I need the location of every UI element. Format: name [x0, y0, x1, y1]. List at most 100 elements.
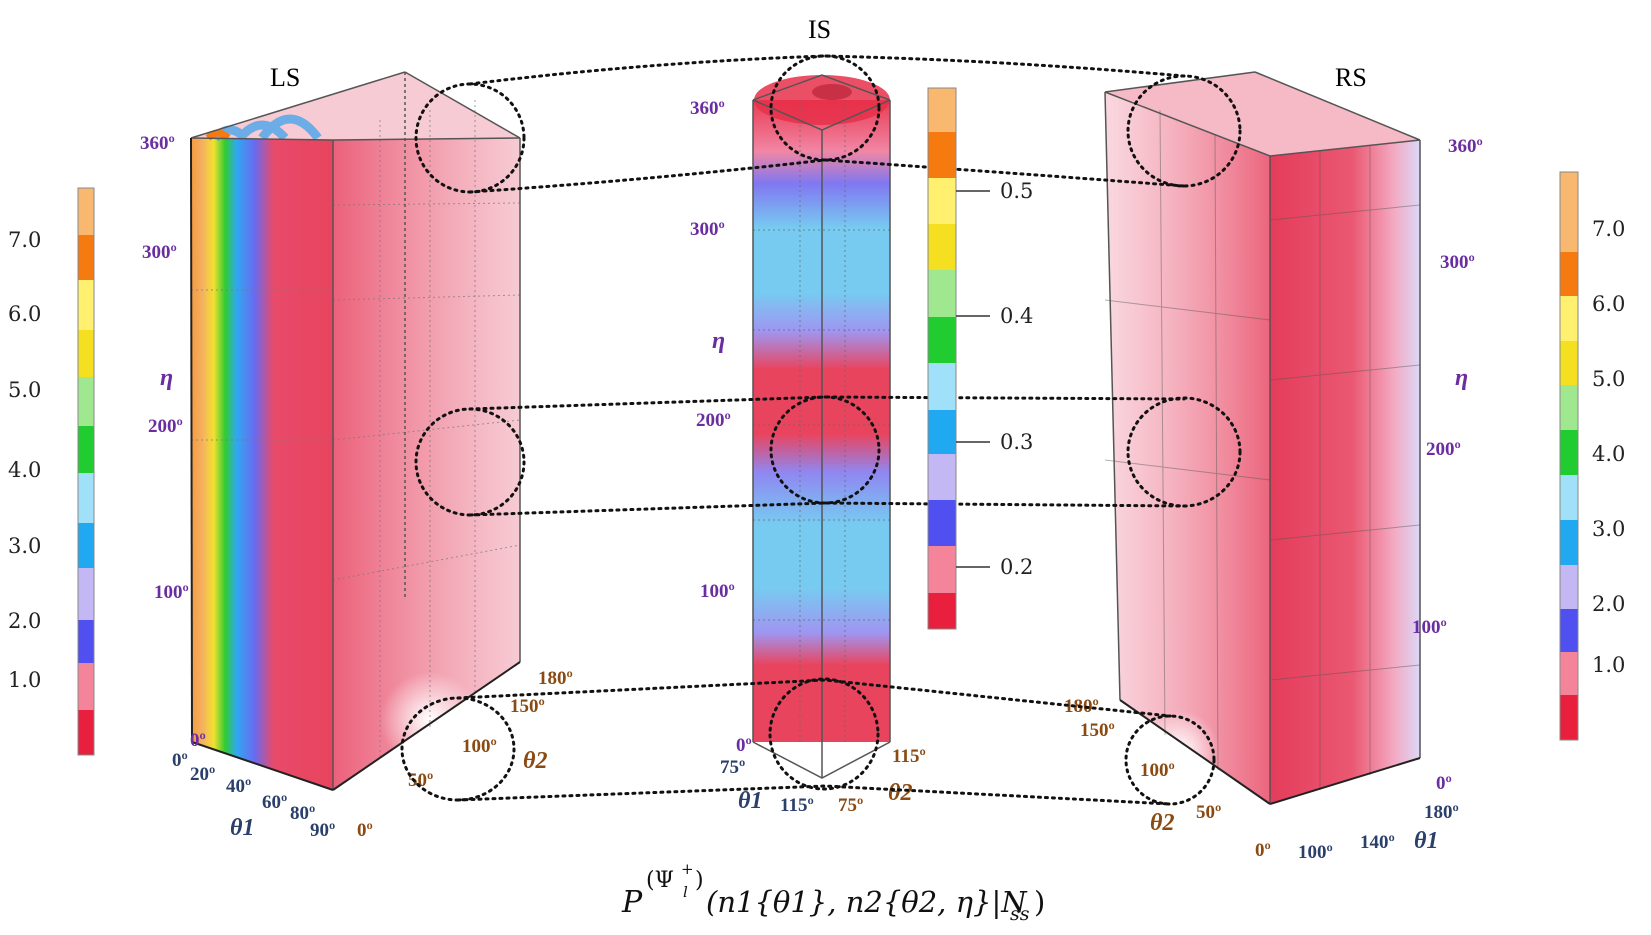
colorbar-middle-band-8: [928, 224, 956, 270]
colorbar-right-band-0: [1560, 695, 1578, 740]
rs-hole-bottom: [1140, 710, 1220, 794]
ls-theta1-tick-90: 90º: [310, 820, 335, 841]
colorbar-right-band-7: [1560, 385, 1578, 430]
ls-axis-ticks: [190, 137, 521, 791]
formula-sup-plus: +: [681, 860, 694, 878]
connector-top-upper: [468, 54, 1186, 86]
colorbar-right-band-6: [1560, 430, 1578, 475]
ls-theta1-tick-20: 20º: [190, 764, 215, 785]
colorbar-right-band-1: [1560, 652, 1578, 695]
connector-bottom-lower: [456, 784, 1172, 806]
colorbar-left-band-6: [78, 426, 94, 473]
rs-eta-tick-0: 0º: [1436, 773, 1452, 794]
rs-axis-ticks: [1119, 699, 1421, 805]
colorbar-middle-band-1: [928, 546, 956, 593]
ls-eta-tick-300: 300º: [142, 242, 177, 263]
is-eta-tick-360: 360º: [690, 98, 725, 119]
is-theta1-label: θ1: [738, 788, 762, 814]
colorbar-right-tick-2: 2.0: [1592, 592, 1625, 616]
ls-eta-tick-0: 0º: [190, 730, 206, 751]
colorbar-left-band-0: [78, 710, 94, 755]
colorbar-right-tick-6: 6.0: [1592, 292, 1625, 316]
colorbar-middle-band-7: [928, 270, 956, 317]
is-grid: [753, 100, 890, 742]
ls-theta1-tick-40: 40º: [226, 776, 251, 797]
rs-eta-tick-360: 360º: [1448, 136, 1483, 157]
is-theta2-tick-115: 115º: [892, 746, 926, 767]
colorbar-left-tick-4: 4.0: [8, 458, 41, 482]
is-theta1-tick-115: 115º: [780, 795, 814, 816]
formula-args: (n1{θ1}, n2{θ2, η}|N: [706, 885, 1028, 919]
colorbar-middle-band-2: [928, 500, 956, 546]
formula-end: ): [1034, 885, 1045, 919]
is-top-inner: [812, 84, 852, 100]
colorbar-right-band-9: [1560, 296, 1578, 341]
colorbar-left-band-3: [78, 568, 94, 620]
is-title: IS: [808, 15, 831, 44]
rs-front-face: [1270, 140, 1420, 804]
colorbar-left-tick-5: 5.0: [8, 378, 41, 402]
connector-mid-upper: [468, 395, 1186, 411]
rs-theta2-tick-0: 0º: [1255, 840, 1271, 861]
colorbar-left-band-4: [78, 523, 94, 568]
rs-grid: [1104, 109, 1421, 790]
colorbar-middle-ticklines: [956, 190, 990, 568]
colorbar-right-band-11: [1560, 172, 1578, 252]
ls-theta2-tick-100: 100º: [462, 736, 497, 757]
ls-theta1-label: θ1: [230, 815, 254, 841]
connector-mid-lower: [468, 501, 1186, 517]
ls-title: LS: [270, 63, 300, 92]
is-top-cap: [754, 75, 890, 125]
is-theta1-tick-75: 75º: [720, 757, 745, 778]
rs-theta1-tick-100: 100º: [1298, 842, 1333, 863]
colorbar-middle-band-3: [928, 454, 956, 500]
colorbar-middle-band-6: [928, 317, 956, 363]
colorbar-left-band-1: [78, 663, 94, 710]
ls-top-contours-2: [205, 129, 231, 141]
ls-front-face: [191, 138, 333, 790]
ls-theta1-tick-80: 80º: [290, 803, 315, 824]
colorbar-middle-tick-0.4: 0.4: [1000, 304, 1033, 328]
is-theta2-tick-75: 75º: [838, 795, 863, 816]
colorbar-middle-band-5: [928, 363, 956, 410]
rs-theta2-label: θ2: [1150, 810, 1174, 836]
ls-theta2-tick-180: 180º: [538, 668, 573, 689]
is-eta-label: η: [712, 328, 725, 354]
colorbar-middle-band-9: [928, 178, 956, 224]
is-circle-mid: [769, 395, 881, 505]
colorbar-middle-band-0: [928, 593, 956, 629]
colorbar-right-tick-4: 4.0: [1592, 442, 1625, 466]
connector-top-lower: [468, 158, 1186, 194]
colorbar-right-frame: [1559, 171, 1579, 741]
is-theta2-label: θ2: [888, 780, 912, 806]
is-eta-tick-100: 100º: [700, 581, 735, 602]
colorbar-left-band-2: [78, 620, 94, 663]
colorbar-left-tick-6: 6.0: [8, 302, 41, 326]
colorbar-middle-band-11: [928, 88, 956, 132]
ls-panel: LS η 360º 300º 200º 100º 0º 0º 20º 40º 6…: [140, 63, 573, 841]
colorbar-left-tick-3: 3.0: [8, 534, 41, 558]
rs-side-face: [1105, 92, 1270, 804]
rs-theta2-tick-100: 100º: [1140, 760, 1175, 781]
is-eta-tick-0: 0º: [736, 735, 752, 756]
colorbar-left-frame: [77, 187, 95, 756]
rs-eta-label: η: [1455, 365, 1468, 391]
rs-theta2-tick-50: 50º: [1196, 802, 1221, 823]
ls-theta2-tick-0: 0º: [357, 820, 373, 841]
colorbar-right: 1.0 2.0 3.0 4.0 5.0 6.0 7.0: [1559, 171, 1625, 741]
ls-theta2-tick-50: 50º: [408, 770, 433, 791]
colorbar-left-band-8: [78, 330, 94, 377]
rs-edges: [1104, 71, 1421, 804]
ls-edges: [190, 71, 521, 790]
formula-ss: ss: [1010, 903, 1030, 925]
colorbar-right-tick-5: 5.0: [1592, 367, 1625, 391]
colorbar-left-tick-1: 1.0: [8, 668, 41, 692]
rs-top-face: [1105, 72, 1420, 156]
rs-circle-bottom: [1124, 714, 1216, 806]
rs-theta1-tick-140: 140º: [1360, 832, 1395, 853]
colorbar-left-band-7: [78, 377, 94, 426]
colorbar-left-band-5: [78, 473, 94, 523]
rs-theta1-tick-180: 180º: [1424, 802, 1459, 823]
ls-eta-tick-360: 360º: [140, 133, 175, 154]
